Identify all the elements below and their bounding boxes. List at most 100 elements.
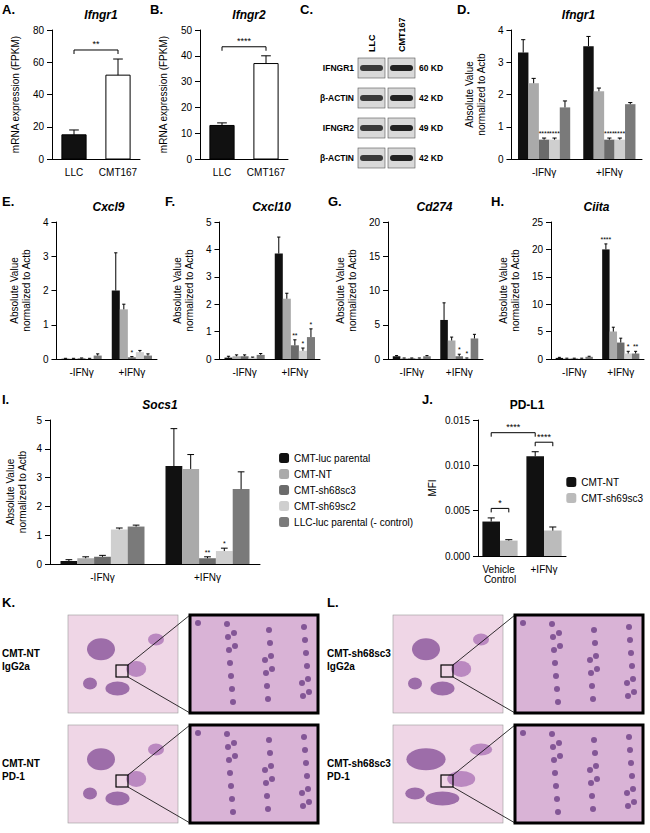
- svg-text:β-ACTIN: β-ACTIN: [320, 93, 354, 103]
- svg-text:3: 3: [498, 57, 504, 68]
- svg-text:80: 80: [33, 25, 45, 36]
- svg-text:Cd274: Cd274: [416, 200, 452, 214]
- svg-text:normalized to Actb: normalized to Actb: [347, 249, 358, 332]
- svg-text:5: 5: [36, 415, 42, 426]
- svg-text:2: 2: [36, 501, 42, 512]
- svg-text:****: ****: [237, 36, 252, 46]
- svg-text:CMT167: CMT167: [99, 167, 138, 178]
- svg-text:0: 0: [38, 154, 44, 165]
- svg-text:+IFNγ: +IFNγ: [281, 367, 308, 378]
- svg-text:+IFNγ: +IFNγ: [118, 367, 145, 378]
- svg-text:*: *: [130, 349, 133, 356]
- svg-text:-IFNγ: -IFNγ: [69, 367, 93, 378]
- svg-text:-IFNγ: -IFNγ: [90, 572, 114, 583]
- svg-text:**: **: [205, 549, 211, 556]
- svg-text:MFI: MFI: [427, 479, 438, 496]
- svg-text:0: 0: [186, 154, 192, 165]
- svg-text:0: 0: [537, 354, 543, 365]
- svg-text:normalized to Actb: normalized to Actb: [21, 249, 32, 332]
- svg-text:normalized to Actb: normalized to Actb: [476, 53, 487, 136]
- svg-text:50: 50: [181, 25, 193, 36]
- svg-text:40: 40: [33, 89, 45, 100]
- svg-text:+IFNγ: +IFNγ: [531, 564, 558, 575]
- svg-text:LLC-luc parental (- control): LLC-luc parental (- control): [294, 517, 413, 528]
- svg-text:10: 10: [369, 285, 381, 296]
- svg-text:25: 25: [532, 217, 544, 228]
- svg-text:10: 10: [532, 299, 544, 310]
- svg-text:****: ****: [549, 130, 560, 137]
- svg-text:CMT-sh68sc3: CMT-sh68sc3: [294, 485, 356, 496]
- svg-text:15: 15: [532, 271, 544, 282]
- svg-text:20: 20: [369, 217, 381, 228]
- svg-text:****: ****: [537, 432, 552, 442]
- svg-text:CMT167: CMT167: [397, 17, 407, 52]
- svg-text:CMT167: CMT167: [247, 167, 286, 178]
- svg-text:PD-1: PD-1: [327, 771, 350, 782]
- svg-text:-IFNγ: -IFNγ: [562, 367, 586, 378]
- svg-text:5: 5: [374, 319, 380, 330]
- svg-text:LLC: LLC: [65, 167, 83, 178]
- svg-text:PD-L1: PD-L1: [510, 398, 545, 412]
- svg-text:Control: Control: [484, 574, 516, 585]
- svg-text:Absolute Value: Absolute Value: [464, 61, 475, 128]
- svg-text:Cxcl10: Cxcl10: [252, 200, 291, 214]
- svg-text:****: ****: [614, 130, 625, 137]
- svg-text:0: 0: [36, 559, 42, 570]
- svg-text:CMT-sh68sc3: CMT-sh68sc3: [327, 648, 391, 659]
- svg-text:20: 20: [33, 121, 45, 132]
- svg-text:20: 20: [532, 244, 544, 255]
- svg-text:CMT-NT: CMT-NT: [2, 648, 40, 659]
- svg-text:30: 30: [181, 76, 193, 87]
- svg-text:+IFNγ: +IFNγ: [194, 572, 221, 583]
- svg-text:****: ****: [600, 236, 611, 243]
- svg-text:mRNA expression (FPKM): mRNA expression (FPKM): [158, 36, 169, 153]
- svg-text:Absolute Value: Absolute Value: [498, 257, 509, 324]
- svg-text:3: 3: [36, 472, 42, 483]
- svg-text:2: 2: [43, 285, 49, 296]
- svg-text:4: 4: [498, 25, 504, 36]
- svg-text:*: *: [310, 321, 313, 328]
- svg-text:4: 4: [36, 443, 42, 454]
- svg-text:Ifngr1: Ifngr1: [562, 8, 596, 22]
- svg-text:CMT-NT: CMT-NT: [581, 477, 619, 488]
- svg-text:5: 5: [537, 326, 543, 337]
- svg-text:CMT-NT: CMT-NT: [2, 758, 40, 769]
- svg-text:CMT-sh69sc3: CMT-sh69sc3: [581, 493, 643, 504]
- svg-text:IgG2a: IgG2a: [2, 661, 30, 672]
- svg-text:0.000: 0.000: [445, 551, 470, 562]
- svg-text:0: 0: [206, 354, 212, 365]
- svg-text:Ifngr1: Ifngr1: [84, 8, 118, 22]
- svg-text:40: 40: [181, 50, 193, 61]
- svg-text:IFNGR2: IFNGR2: [323, 123, 354, 133]
- svg-text:-IFNγ: -IFNγ: [400, 367, 424, 378]
- svg-text:+IFNγ: +IFNγ: [446, 367, 473, 378]
- svg-text:60 KD: 60 KD: [419, 63, 443, 73]
- svg-text:Ciita: Ciita: [583, 200, 609, 214]
- svg-text:CMT-sh68sc3: CMT-sh68sc3: [327, 758, 391, 769]
- svg-text:0: 0: [43, 354, 49, 365]
- svg-text:Ifngr2: Ifngr2: [232, 8, 266, 22]
- svg-text:0.005: 0.005: [445, 505, 470, 516]
- svg-text:4: 4: [43, 217, 49, 228]
- svg-text:normalized to Actb: normalized to Actb: [17, 450, 28, 533]
- svg-text:+IFNγ: +IFNγ: [596, 167, 623, 178]
- svg-text:2: 2: [498, 89, 504, 100]
- svg-text:10: 10: [181, 128, 193, 139]
- svg-text:1: 1: [36, 530, 42, 541]
- svg-text:0: 0: [374, 354, 380, 365]
- svg-text:PD-1: PD-1: [2, 771, 25, 782]
- svg-text:CMT-luc parental: CMT-luc parental: [294, 453, 370, 464]
- svg-text:*: *: [223, 540, 226, 547]
- svg-text:60: 60: [33, 57, 45, 68]
- svg-text:0.015: 0.015: [445, 415, 470, 426]
- svg-text:****: ****: [506, 422, 521, 432]
- svg-text:-IFNγ: -IFNγ: [532, 167, 556, 178]
- svg-text:LLC: LLC: [367, 34, 377, 52]
- svg-text:IFNGR1: IFNGR1: [323, 63, 354, 73]
- svg-text:*: *: [465, 350, 468, 357]
- svg-text:Absolute Value: Absolute Value: [5, 458, 16, 525]
- svg-text:0: 0: [498, 154, 504, 165]
- svg-text:1: 1: [498, 121, 504, 132]
- svg-text:3: 3: [43, 251, 49, 262]
- svg-text:3: 3: [206, 271, 212, 282]
